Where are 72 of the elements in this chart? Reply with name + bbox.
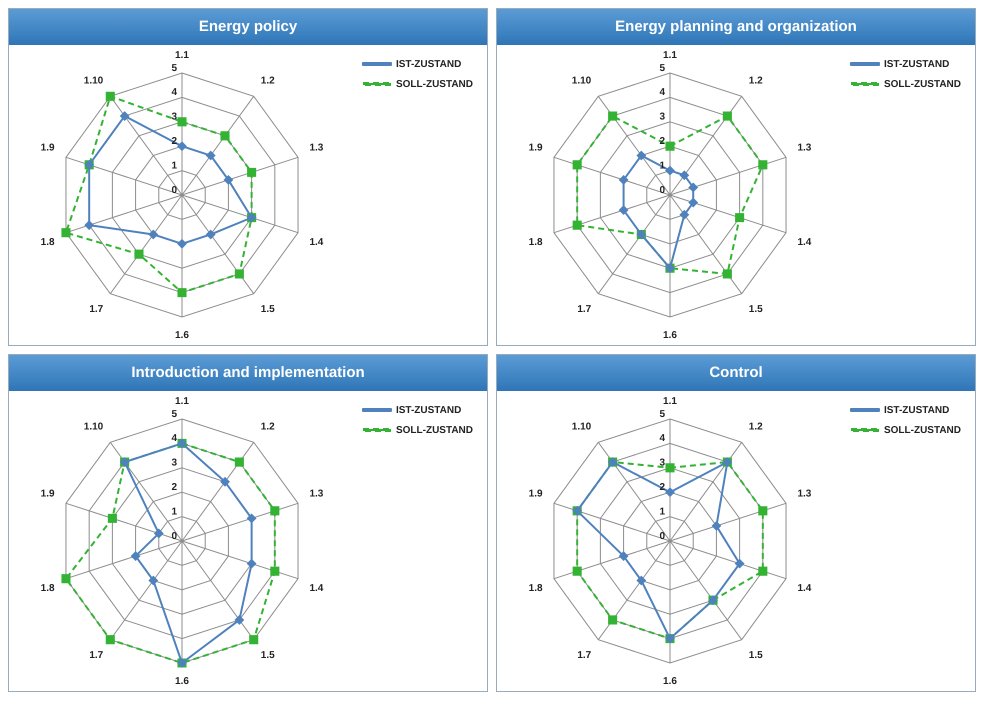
y-tick-label: 5: [171, 62, 178, 74]
legend-label: SOLL-ZUSTAND: [884, 78, 962, 90]
spoke-label: 1.1: [175, 396, 190, 407]
legend-label: IST-ZUSTAND: [884, 58, 950, 70]
chart-title: Energy policy: [9, 9, 487, 45]
spoke-label: 1.2: [260, 421, 276, 432]
y-tick-label: 0: [659, 184, 666, 196]
spoke-label: 1.2: [260, 75, 276, 86]
spoke-label: 1.9: [528, 488, 543, 500]
spoke-label: 1.8: [528, 237, 543, 248]
spoke-label: 1.6: [663, 330, 678, 341]
spoke-label: 1.9: [40, 142, 55, 154]
spoke-label: 1.10: [572, 75, 592, 86]
spoke-label: 1.6: [175, 676, 190, 687]
legend-label: IST-ZUSTAND: [884, 404, 950, 416]
y-tick-label: 3: [659, 112, 666, 123]
spoke-label: 1.3: [309, 142, 324, 154]
spoke-label: 1.4: [309, 583, 324, 594]
y-tick-label: 5: [659, 408, 666, 420]
spoke-label: 1.5: [260, 304, 276, 316]
spoke-label: 1.1: [175, 50, 190, 61]
y-tick-label: 4: [659, 433, 666, 444]
y-tick-label: 5: [659, 62, 666, 74]
y-tick-label: 3: [171, 112, 178, 123]
chart-title: Introduction and implementation: [9, 355, 487, 391]
y-tick-label: 0: [171, 530, 178, 542]
spoke-label: 1.6: [175, 330, 190, 341]
spoke-label: 1.6: [663, 676, 678, 687]
spoke-label: 1.7: [89, 650, 104, 662]
spoke-label: 1.10: [84, 421, 104, 432]
y-tick-label: 1: [171, 160, 178, 172]
legend-label: IST-ZUSTAND: [396, 58, 462, 70]
spoke-label: 1.3: [797, 488, 812, 500]
spoke-label: 1.2: [748, 421, 764, 432]
y-tick-label: 2: [171, 482, 178, 493]
chart-title: Control: [497, 355, 975, 391]
y-tick-label: 4: [659, 87, 666, 98]
spoke-label: 1.5: [260, 650, 276, 662]
spoke-label: 1.4: [797, 237, 812, 248]
spoke-label: 1.7: [577, 304, 592, 316]
y-tick-label: 4: [171, 87, 178, 98]
y-tick-label: 3: [659, 458, 666, 469]
spoke-label: 1.9: [40, 488, 55, 500]
spoke-label: 1.3: [797, 142, 812, 154]
spoke-label: 1.4: [309, 237, 324, 248]
spoke-label: 1.7: [577, 650, 592, 662]
spoke-label: 1.10: [572, 421, 592, 432]
spoke-label: 1.1: [663, 50, 678, 61]
spoke-label: 1.3: [309, 488, 324, 500]
spoke-label: 1.8: [40, 237, 55, 248]
spoke-label: 1.8: [40, 583, 55, 594]
spoke-label: 1.4: [797, 583, 812, 594]
y-tick-label: 4: [171, 433, 178, 444]
spoke-label: 1.9: [528, 142, 543, 154]
y-tick-label: 3: [171, 458, 178, 469]
spoke-label: 1.7: [89, 304, 104, 316]
y-tick-label: 1: [659, 506, 666, 518]
chart-title: Energy planning and organization: [497, 9, 975, 45]
y-tick-label: 5: [171, 408, 178, 420]
spoke-label: 1.1: [663, 396, 678, 407]
y-tick-label: 0: [171, 184, 178, 196]
legend-label: SOLL-ZUSTAND: [884, 424, 962, 436]
legend-label: SOLL-ZUSTAND: [396, 424, 474, 436]
spoke-label: 1.5: [748, 304, 764, 316]
y-tick-label: 1: [171, 506, 178, 518]
legend-label: SOLL-ZUSTAND: [396, 78, 474, 90]
y-tick-label: 0: [659, 530, 666, 542]
legend-label: IST-ZUSTAND: [396, 404, 462, 416]
spoke-label: 1.10: [84, 75, 104, 86]
spoke-label: 1.2: [748, 75, 764, 86]
spoke-label: 1.8: [528, 583, 543, 594]
spoke-label: 1.5: [748, 650, 764, 662]
